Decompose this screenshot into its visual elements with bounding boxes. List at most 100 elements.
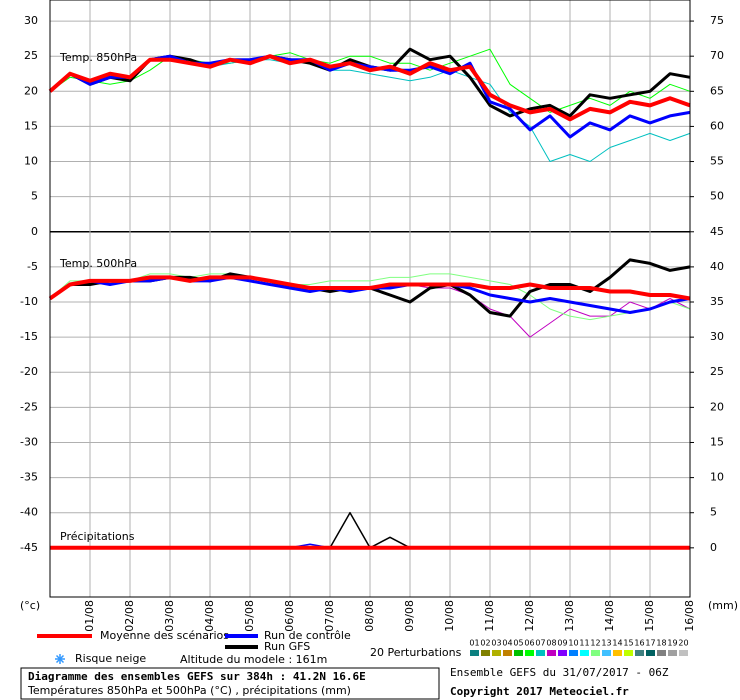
perturbation-number: 09 (557, 639, 567, 648)
y2-tick-label: 25 (710, 365, 724, 378)
perturbation-swatch (547, 650, 556, 656)
perturbation-number: 03 (491, 639, 501, 648)
x-tick-label: 04/08 (203, 600, 216, 632)
perturbation-swatch (492, 650, 501, 656)
perturbation-swatch (602, 650, 611, 656)
y2-tick-label: 65 (710, 84, 724, 97)
y-tick-label: 20 (24, 84, 38, 97)
y2-tick-label: 35 (710, 295, 724, 308)
perturbation-number: 17 (645, 639, 655, 648)
x-tick-label: 02/08 (123, 600, 136, 632)
series-line (48, 54, 691, 122)
perturbation-swatch (591, 650, 600, 656)
y-tick-label: 0 (31, 225, 38, 238)
perturbation-number: 15 (623, 639, 633, 648)
perturbation-swatch (624, 650, 633, 656)
y2-tick-label: 20 (710, 400, 724, 413)
plot-frame (49, 0, 691, 598)
y-tick-label: 10 (24, 155, 38, 168)
perturbation-number: 02 (480, 639, 490, 648)
y-tick-label: 25 (24, 49, 38, 62)
perturbation-number: 08 (546, 639, 556, 648)
perturbation-swatch (679, 650, 688, 656)
x-tick-label: 16/08 (683, 600, 696, 632)
y-tick-label: -45 (20, 541, 38, 554)
y-tick-label: 30 (24, 14, 38, 27)
perturbation-swatch (470, 650, 479, 656)
y-tick-label: -40 (20, 506, 38, 519)
perturbation-number: 11 (579, 639, 589, 648)
legend-label: Run de contrôle (264, 629, 351, 642)
perturbations-label: 20 Perturbations (370, 646, 462, 659)
perturbation-number: 12 (590, 639, 600, 648)
y-tick-label: -30 (20, 435, 38, 448)
series-line (49, 273, 691, 321)
perturbation-number: 10 (568, 639, 578, 648)
perturbation-swatch (558, 650, 567, 656)
legend: Moyenne des scénarios Run de contrôleRun … (37, 629, 689, 656)
perturbation-swatch (657, 650, 666, 656)
y2-axis-label: (mm) (708, 599, 738, 612)
perturbation-swatch (580, 650, 589, 656)
perturbation-swatch (646, 650, 655, 656)
y-axis-label: (°c) (20, 599, 40, 612)
y-tick-label: -15 (20, 330, 38, 343)
perturbation-number: 07 (535, 639, 545, 648)
y-tick-label: -35 (20, 471, 38, 484)
y-tick-label: -5 (27, 260, 38, 273)
panel-label: Temp. 500hPa (59, 257, 137, 270)
y-tick-label: 15 (24, 119, 38, 132)
perturbation-swatch (668, 650, 677, 656)
x-tick-label: 11/08 (483, 600, 496, 632)
y2-tick-label: 50 (710, 190, 724, 203)
perturbation-number: 06 (524, 639, 534, 648)
snow-label: Risque neige (75, 652, 146, 665)
y2-tick-label: 30 (710, 330, 724, 343)
y2-tick-label: 0 (710, 541, 717, 554)
x-tick-label: 12/08 (523, 600, 536, 632)
perturbation-number: 14 (612, 639, 622, 648)
perturbation-swatch (613, 650, 622, 656)
title-box (20, 667, 440, 700)
y-tick-label: -25 (20, 400, 38, 413)
x-tick-label: 03/08 (163, 600, 176, 632)
panel-label: Précipitations (60, 530, 135, 543)
perturbation-swatch (635, 650, 644, 656)
x-tick-label: 08/08 (363, 600, 376, 632)
chart-subtitle: Températures 850hPa et 500hPa (°C) , pré… (27, 684, 351, 697)
perturbation-swatch (569, 650, 578, 656)
y2-tick-label: 55 (710, 155, 724, 168)
perturbation-swatch (481, 650, 490, 656)
x-tick-label: 15/08 (643, 600, 656, 632)
x-tick-label: 09/08 (403, 600, 416, 632)
perturbation-number: 19 (667, 639, 677, 648)
perturbation-number: 05 (513, 639, 523, 648)
perturbation-swatch (525, 650, 534, 656)
x-tick-label: 01/08 (83, 600, 96, 632)
y2-tick-label: 40 (710, 260, 724, 273)
run-label: Ensemble GEFS du 31/07/2017 - 06Z (450, 666, 669, 679)
perturbation-number: 16 (634, 639, 644, 648)
x-tick-label: 05/08 (243, 600, 256, 632)
perturbation-number: 18 (656, 639, 666, 648)
x-tick-label: 14/08 (603, 600, 616, 632)
perturbation-number: 20 (678, 639, 688, 648)
y2-tick-label: 45 (710, 225, 724, 238)
y2-tick-label: 60 (710, 119, 724, 132)
lines (48, 47, 691, 550)
perturbation-number: 13 (601, 639, 611, 648)
x-tick-label: 10/08 (443, 600, 456, 632)
y2-tick-label: 15 (710, 435, 724, 448)
y2-tick-label: 10 (710, 471, 724, 484)
perturbation-number: 01 (469, 639, 479, 648)
perturbation-swatch (503, 650, 512, 656)
y-tick-label: 5 (31, 190, 38, 203)
x-tick-label: 07/08 (323, 600, 336, 632)
x-tick-label: 06/08 (283, 600, 296, 632)
panel-label: Temp. 850hPa (59, 51, 137, 64)
y-tick-label: -10 (20, 295, 38, 308)
y2-tick-label: 70 (710, 49, 724, 62)
perturbation-swatch (536, 650, 545, 656)
y2-tick-label: 5 (710, 506, 717, 519)
